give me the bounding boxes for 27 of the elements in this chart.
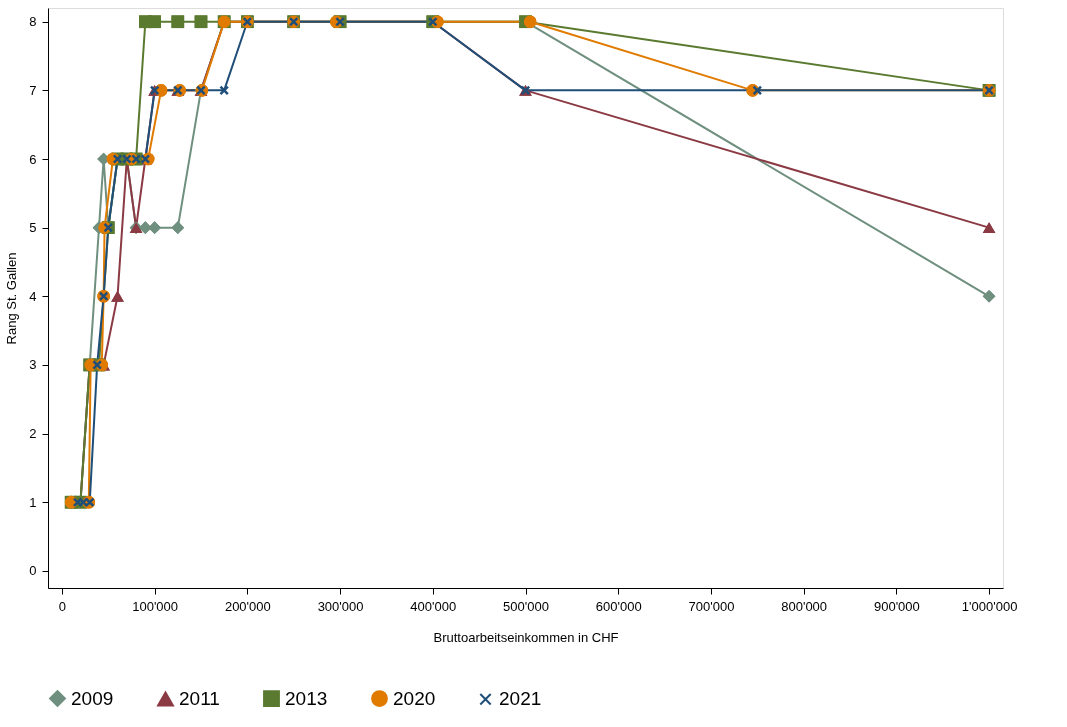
- x-tick-label: 100'000: [132, 598, 179, 614]
- y-tick-label: 8: [29, 14, 37, 30]
- y-tick-label: 4: [29, 288, 37, 304]
- y-tick-label: 3: [29, 357, 37, 373]
- legend-label: 2009: [71, 687, 114, 709]
- y-tick-label: 2: [29, 426, 37, 442]
- y-tick-label: 0: [29, 563, 37, 579]
- x-tick-label: 0: [58, 598, 67, 614]
- y-tick-label: 5: [29, 220, 37, 236]
- x-axis-title: Bruttoarbeitseinkommen in CHF: [433, 629, 619, 645]
- legend-label: 2020: [393, 687, 436, 709]
- y-tick-label: 7: [29, 82, 37, 98]
- legend-label: 2013: [285, 687, 328, 709]
- y-tick-label: 6: [29, 151, 37, 167]
- x-tick-label: 1'000'000: [961, 598, 1018, 614]
- y-tick-label: 1: [29, 494, 37, 510]
- y-axis-title: Rang St. Gallen: [4, 252, 20, 345]
- legend-label: 2011: [179, 688, 220, 710]
- x-tick-label: 600'000: [595, 598, 642, 614]
- legend-label: 2021: [499, 688, 542, 710]
- x-tick-label: 900'000: [873, 598, 920, 614]
- x-tick-label: 800'000: [781, 598, 828, 614]
- x-tick-label: 200'000: [224, 598, 271, 614]
- x-tick-label: 300'000: [317, 598, 364, 614]
- x-tick-label: 500'000: [503, 598, 549, 614]
- x-tick-label: 700'000: [688, 598, 735, 614]
- x-tick-label: 400'000: [410, 598, 457, 614]
